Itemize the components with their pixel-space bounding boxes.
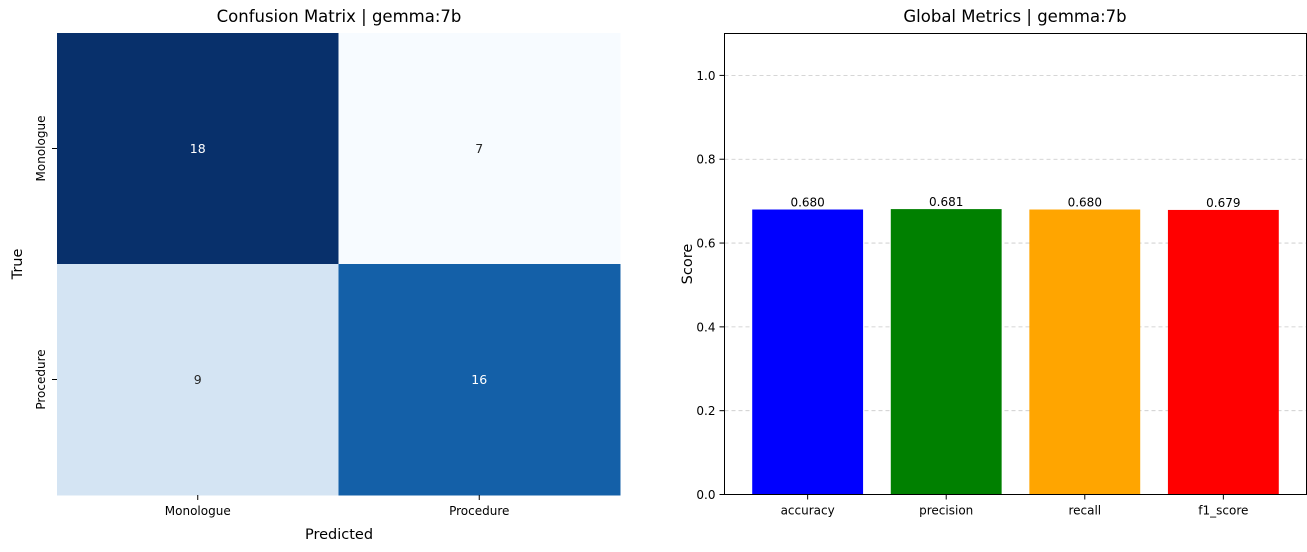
heatmap-title: Confusion Matrix | gemma:7b bbox=[217, 7, 462, 26]
heatmap-y-tick-label: Monologue bbox=[34, 116, 48, 182]
heatmap-cell bbox=[57, 33, 339, 265]
bars bbox=[752, 209, 1279, 495]
heatmap-cell-value: 7 bbox=[475, 141, 483, 156]
heatmap-x-tick-label: Monologue bbox=[165, 504, 231, 518]
heatmap-y-axis-label: True bbox=[10, 249, 26, 281]
bar-y-tick-label: 0.8 bbox=[696, 153, 715, 167]
heatmap-cell bbox=[338, 33, 621, 265]
global-metrics-panel: Global Metrics | gemma:7b 0.680 0.681 0.68… bbox=[680, 7, 1307, 518]
bar-y-tick-label: 0.0 bbox=[696, 488, 715, 502]
bar-y-tick-label: 1.0 bbox=[696, 69, 715, 83]
bar-value-label: 0.681 bbox=[929, 195, 963, 209]
bar-chart-title: Global Metrics | gemma:7b bbox=[903, 7, 1126, 26]
heatmap-ticks: Monologue Procedure Monologue Procedure bbox=[34, 116, 509, 518]
bar-y-tick-label: 0.4 bbox=[696, 320, 715, 334]
bar-x-tick-label: recall bbox=[1068, 504, 1101, 518]
bar-x-ticks: accuracy precision recall f1_score bbox=[781, 494, 1248, 518]
bar-x-tick-label: f1_score bbox=[1198, 504, 1248, 518]
bar-value-label: 0.680 bbox=[1068, 196, 1102, 210]
bar-y-tick-label: 0.6 bbox=[696, 237, 715, 251]
bar-value-labels: 0.680 0.681 0.680 0.679 bbox=[790, 195, 1240, 210]
bar-y-ticks: 0.0 0.2 0.4 0.6 0.8 1.0 bbox=[696, 69, 725, 502]
bar-y-axis-label: Score bbox=[680, 244, 696, 285]
bar-y-tick-label: 0.2 bbox=[696, 404, 715, 418]
bar-x-tick-label: accuracy bbox=[781, 504, 835, 518]
bar bbox=[1167, 209, 1279, 495]
bar bbox=[752, 209, 864, 495]
heatmap-cell bbox=[57, 264, 339, 496]
heatmap-y-tick-label: Procedure bbox=[34, 349, 48, 409]
bar bbox=[1029, 209, 1141, 495]
bar-value-label: 0.679 bbox=[1206, 196, 1240, 210]
bar-x-tick-label: precision bbox=[919, 504, 973, 518]
heatmap-cell-value: 16 bbox=[471, 372, 487, 387]
heatmap-cells: 18 7 9 16 bbox=[57, 33, 621, 496]
heatmap-cell bbox=[338, 264, 621, 496]
bar bbox=[890, 209, 1002, 495]
confusion-matrix-panel: Confusion Matrix | gemma:7b 18 7 9 16 Monol… bbox=[10, 7, 621, 543]
heatmap-cell-value: 9 bbox=[194, 372, 202, 387]
heatmap-x-axis-label: Predicted bbox=[305, 527, 373, 543]
heatmap-cell-value: 18 bbox=[190, 141, 206, 156]
bar-value-label: 0.680 bbox=[790, 196, 824, 210]
heatmap-x-tick-label: Procedure bbox=[449, 504, 509, 518]
